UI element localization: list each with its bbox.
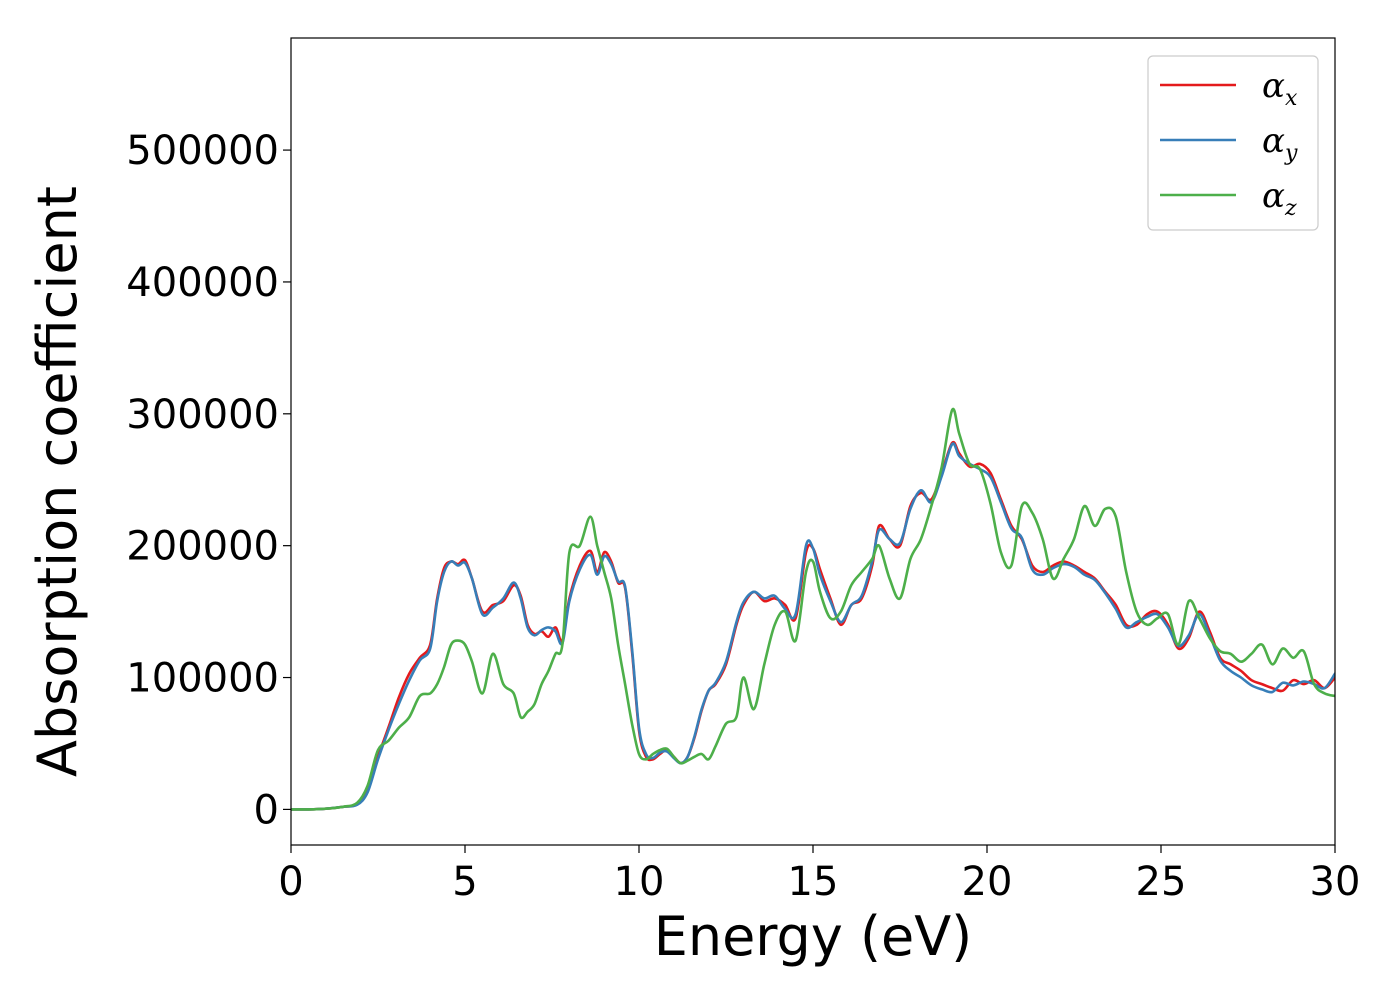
y-tick-label: 200000 [126, 524, 279, 570]
x-axis: 0 5 10 15 20 25 30 [278, 845, 1360, 905]
legend-label-z: αz [1262, 176, 1297, 221]
legend: αx αy αz [1147, 55, 1319, 231]
legend-label-x: αx [1262, 66, 1298, 111]
x-tick-label: 15 [788, 859, 839, 905]
x-tick-label: 5 [452, 859, 477, 905]
x-tick-label: 30 [1310, 859, 1361, 905]
x-tick-label: 0 [278, 859, 303, 905]
y-axis: 0 100000 200000 300000 400000 500000 [126, 128, 291, 833]
y-axis-title: Absorption coefficient [26, 186, 89, 777]
series-line-y [291, 442, 1335, 811]
y-tick-label: 300000 [126, 392, 279, 438]
y-tick-label: 400000 [126, 260, 279, 306]
y-tick-label: 0 [254, 787, 279, 833]
plot-lines [291, 407, 1335, 811]
legend-label-y: αy [1262, 121, 1298, 166]
legend-box [1147, 55, 1319, 231]
series-line-z [291, 407, 1335, 811]
x-tick-label: 10 [614, 859, 665, 905]
y-tick-label: 500000 [126, 128, 279, 174]
x-tick-label: 25 [1136, 859, 1187, 905]
y-tick-label: 100000 [126, 656, 279, 702]
x-axis-title: Energy (eV) [654, 905, 973, 968]
x-tick-label: 20 [962, 859, 1013, 905]
series-line-x [291, 440, 1335, 811]
